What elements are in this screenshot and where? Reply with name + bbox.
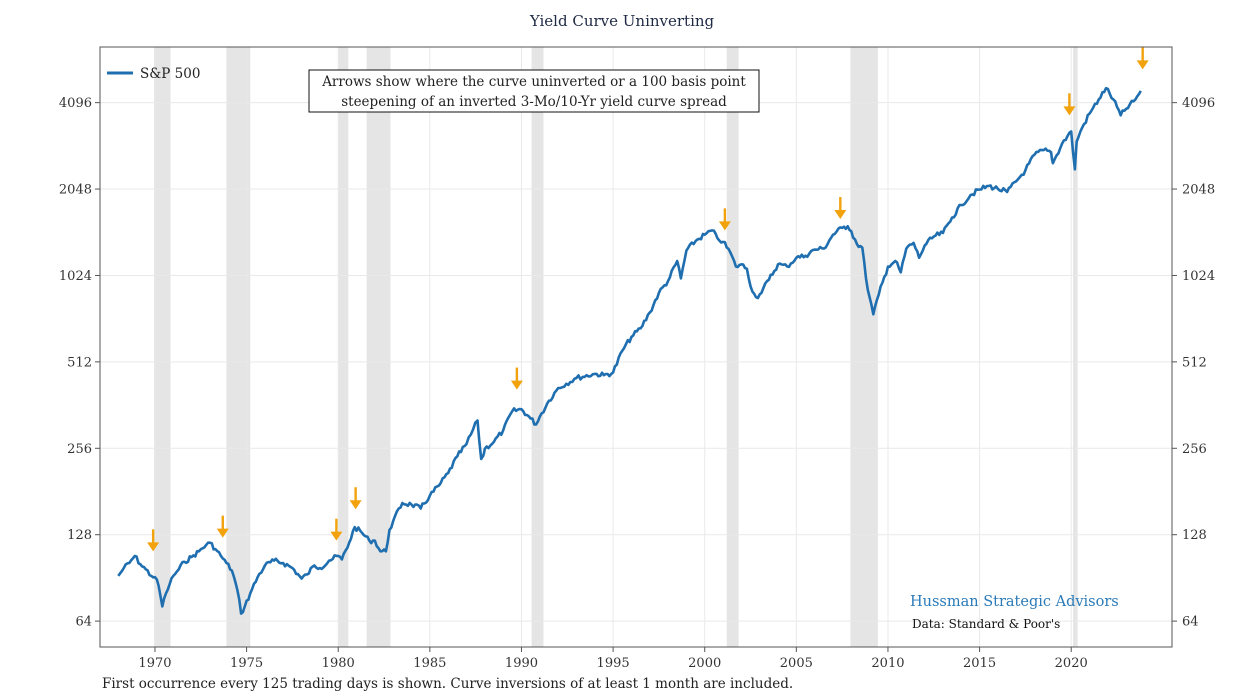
y-tick-label-right: 64	[1182, 615, 1199, 630]
y-tick-label-left: 512	[67, 355, 92, 370]
y-tick-label-right: 256	[1182, 442, 1207, 457]
legend: S&P 500	[107, 66, 200, 82]
y-tick-label-left: 256	[67, 442, 92, 457]
y-tick-label-left: 128	[67, 528, 92, 543]
brand-label: Hussman Strategic Advisors	[910, 594, 1119, 610]
chart-title: Yield Curve Uninverting	[529, 12, 715, 30]
annotation-line-1: Arrows show where the curve uninverted o…	[321, 74, 746, 90]
arrow-head	[349, 500, 362, 510]
recession-shade	[850, 47, 878, 647]
y-tick-label-right: 2048	[1182, 183, 1215, 198]
y-tick-label-right: 128	[1182, 528, 1207, 543]
y-tick-label-left: 1024	[59, 269, 92, 284]
arrow-head	[330, 531, 343, 541]
x-tick-label: 1985	[413, 656, 446, 671]
y-tick-label-left: 4096	[59, 96, 92, 111]
annotation-frame	[308, 69, 760, 113]
annotation-line-2: steepening of an inverted 3-Mo/10-Yr yie…	[341, 94, 727, 110]
y-tick-label-right: 512	[1182, 355, 1207, 370]
arrow-head	[1136, 60, 1149, 70]
recession-shade	[1073, 47, 1078, 647]
arrow-head	[147, 542, 160, 552]
x-tick-label: 2000	[688, 656, 721, 671]
y-tick-label-right: 1024	[1182, 269, 1215, 284]
plot-frame	[99, 46, 1173, 648]
arrow-head	[834, 210, 847, 220]
arrow-head	[1063, 106, 1076, 116]
footnote: First occurrence every 125 trading days …	[102, 676, 794, 692]
y-tick-label-right: 4096	[1182, 96, 1215, 111]
x-tick-label: 2015	[963, 656, 996, 671]
x-tick-label: 2005	[780, 656, 813, 671]
x-axis-ticks: 1970 1975 1980 1985 1990 1995 2000 2005 2010 2015…	[138, 647, 1088, 671]
recession-shade	[154, 47, 171, 647]
x-tick-label: 2020	[1055, 656, 1088, 671]
y-axis-right-ticks: 64 128 256 512 1024 2048 4096	[1172, 96, 1215, 630]
gridlines-group	[100, 47, 1172, 647]
x-tick-label: 2010	[871, 656, 904, 671]
recession-shade	[366, 47, 391, 647]
recession-shading-group	[154, 47, 1078, 647]
source-label: Data: Standard & Poor's	[912, 617, 1060, 631]
arrow-head	[510, 380, 523, 390]
sp500-line	[117, 86, 1142, 615]
x-tick-label: 1975	[230, 656, 263, 671]
arrow-head	[216, 528, 229, 538]
recession-shade	[338, 47, 349, 647]
recession-shade	[226, 47, 251, 647]
recession-shade	[531, 47, 544, 647]
arrow-head	[718, 221, 731, 231]
y-axis-left-ticks: 64 128 256 512 1024 2048 4096	[59, 96, 100, 630]
uninversion-arrows-group	[147, 47, 1149, 552]
x-tick-label: 1980	[322, 656, 355, 671]
y-tick-label-left: 64	[75, 615, 92, 630]
x-tick-label: 1970	[138, 656, 171, 671]
x-tick-label: 1990	[505, 656, 538, 671]
legend-label: S&P 500	[140, 66, 200, 82]
annotation-box: Arrows show where the curve uninverted o…	[308, 69, 760, 113]
y-tick-label-left: 2048	[59, 183, 92, 198]
x-tick-label: 1995	[597, 656, 630, 671]
recession-shade	[726, 47, 739, 647]
